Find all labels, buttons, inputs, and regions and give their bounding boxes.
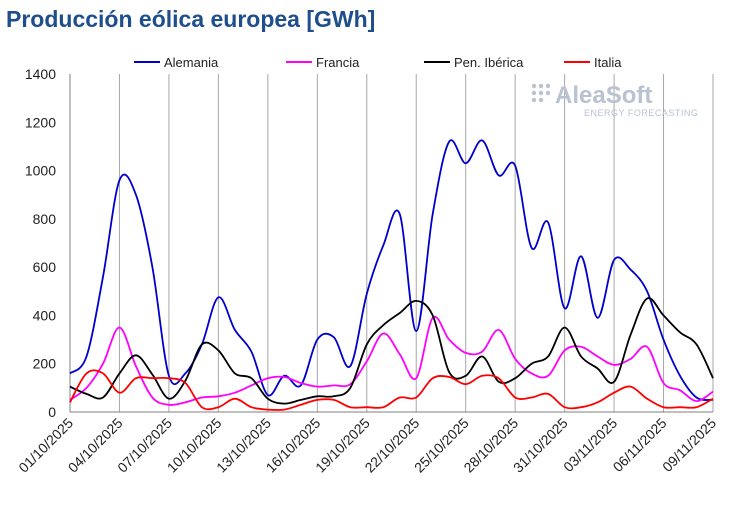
legend-label: Pen. Ibérica: [454, 55, 524, 70]
grid: [69, 74, 714, 412]
legend-label: Italia: [594, 55, 622, 70]
watermark-tagline: ENERGY FORECASTING: [584, 108, 698, 118]
series-line-pen-ib-rica: [69, 297, 714, 405]
y-tick-label: 200: [33, 356, 57, 372]
y-axis-ticks: 0 200 400 600 800 1000 1200 1400: [25, 66, 56, 420]
x-axis-ticks: 01/10/202504/10/202507/10/202510/10/2025…: [15, 415, 719, 476]
series-line-francia: [69, 315, 714, 406]
y-tick-label: 400: [33, 307, 57, 323]
series-lines: [69, 139, 714, 411]
y-tick-label: 1000: [25, 163, 56, 179]
legend-label: Francia: [316, 55, 360, 70]
y-tick-label: 800: [33, 211, 57, 227]
legend-label: Alemania: [164, 55, 219, 70]
legend: Alemania Francia Pen. Ibérica Italia: [134, 55, 622, 70]
y-tick-label: 1400: [25, 66, 56, 82]
watermark-brand: AleaSoft: [555, 82, 652, 109]
aleasoft-dots-icon: [531, 83, 551, 103]
y-tick-label: 1200: [25, 114, 56, 130]
axes: [69, 74, 713, 413]
y-tick-label: 600: [33, 259, 57, 275]
series-line-italia: [69, 369, 714, 411]
aleasoft-logo: AleaSoft ENERGY FORECASTING: [531, 82, 698, 118]
x-tick-label: 09/11/2025: [659, 415, 719, 475]
series-line-alemania: [69, 139, 714, 401]
chart-title: Producción eólica europea [GWh]: [6, 6, 376, 32]
y-tick-label: 0: [48, 404, 56, 420]
